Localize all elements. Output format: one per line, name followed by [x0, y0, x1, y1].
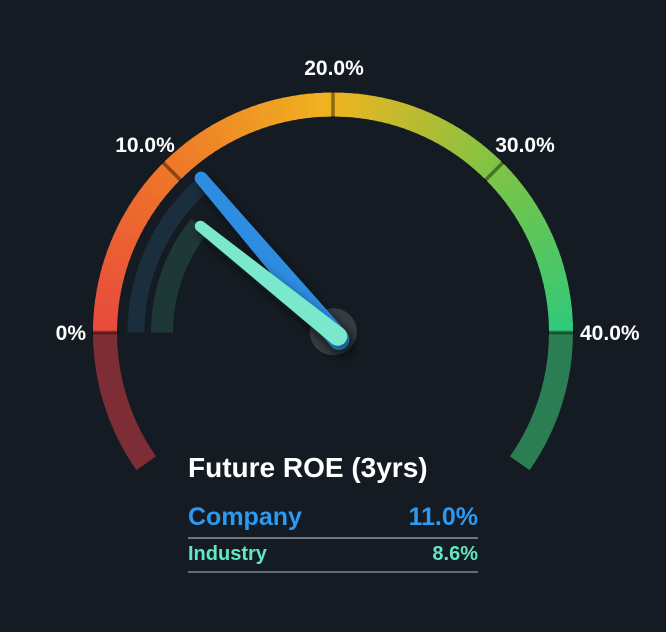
tick-label-20: 20.0%	[304, 57, 364, 80]
industry-trail	[151, 218, 209, 333]
gauge-title: Future ROE (3yrs)	[188, 452, 428, 483]
industry-label: Industry	[188, 543, 267, 565]
industry-needle	[194, 220, 348, 346]
tick-label-30: 30.0%	[495, 134, 555, 157]
tick-mark-10	[160, 160, 183, 183]
tick-label-10: 10.0%	[115, 134, 175, 157]
company-trail	[127, 176, 211, 333]
legend-row-company: Company 11.0%	[188, 502, 478, 539]
company-value: 11.0%	[408, 503, 478, 531]
legend-row-industry: Industry 8.6%	[188, 541, 478, 573]
industry-value: 8.6%	[432, 543, 478, 565]
tick-label-0: 0%	[56, 322, 87, 345]
tick-mark-30	[483, 160, 506, 183]
tick-label-40: 40.0%	[580, 322, 640, 345]
gauge-legend: Future ROE (3yrs) Company 11.0% Industry…	[188, 452, 478, 573]
arc-above-max	[509, 332, 573, 471]
arc-below-min	[93, 332, 157, 471]
company-label: Company	[188, 503, 302, 531]
